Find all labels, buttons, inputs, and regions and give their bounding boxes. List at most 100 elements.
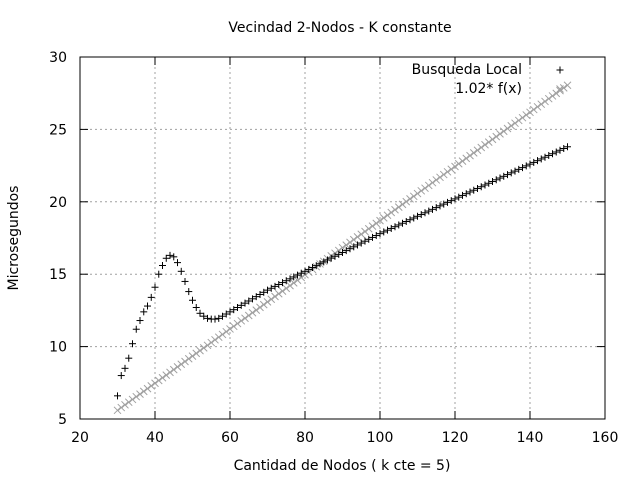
data-point xyxy=(447,165,456,174)
data-point xyxy=(136,390,144,398)
data-point xyxy=(267,284,275,292)
data-point xyxy=(245,297,253,305)
data-point xyxy=(125,354,133,362)
data-point xyxy=(151,379,159,388)
data-point xyxy=(132,325,140,333)
data-point xyxy=(369,233,376,241)
data-point xyxy=(204,314,211,322)
data-point xyxy=(481,181,489,189)
data-point xyxy=(439,170,448,179)
data-point xyxy=(181,357,189,366)
y-axis-label: Microsegundos xyxy=(6,186,22,291)
data-point xyxy=(489,178,496,186)
data-point xyxy=(155,270,163,278)
data-point xyxy=(256,303,264,312)
data-point xyxy=(387,208,396,217)
data-point xyxy=(263,298,272,306)
data-point xyxy=(376,216,384,225)
data-point xyxy=(556,86,564,95)
data-point xyxy=(361,237,369,245)
data-point xyxy=(436,173,444,182)
data-point xyxy=(185,288,193,296)
data-point xyxy=(548,92,557,100)
data-point xyxy=(188,352,197,361)
data-point xyxy=(514,116,523,125)
data-point xyxy=(522,111,531,119)
y-tick-label: 20 xyxy=(49,195,67,211)
data-point xyxy=(496,130,504,138)
data-point xyxy=(249,295,256,303)
x-tick-label: 140 xyxy=(517,430,544,446)
data-point xyxy=(485,179,493,187)
data-point xyxy=(169,365,178,374)
data-point xyxy=(129,340,136,348)
data-point xyxy=(444,198,451,206)
x-axis-label: Cantidad de Nodos ( k cte = 5) xyxy=(234,458,451,474)
data-point xyxy=(290,273,298,281)
data-point xyxy=(383,211,392,220)
data-point xyxy=(264,286,271,294)
series-layer xyxy=(113,81,572,415)
data-point xyxy=(279,279,286,287)
data-point xyxy=(177,267,185,275)
data-point xyxy=(395,221,403,229)
data-point xyxy=(215,314,223,322)
data-point xyxy=(121,364,129,372)
data-point xyxy=(361,227,369,236)
data-point xyxy=(481,140,489,149)
data-point xyxy=(173,363,182,371)
data-point xyxy=(394,203,403,212)
data-point xyxy=(409,192,418,201)
data-point xyxy=(462,190,470,198)
data-point xyxy=(278,287,287,295)
data-point xyxy=(399,219,406,227)
data-point xyxy=(203,341,212,350)
data-point xyxy=(286,281,294,290)
data-point xyxy=(132,392,141,401)
data-point xyxy=(563,81,572,90)
data-point xyxy=(252,293,260,301)
data-point xyxy=(196,346,204,355)
data-point xyxy=(417,186,426,195)
chart-title: Vecindad 2-Nodos - K constante xyxy=(228,20,451,36)
data-point xyxy=(151,283,159,291)
data-point xyxy=(353,232,362,241)
data-point xyxy=(267,295,276,304)
data-point xyxy=(503,124,512,133)
data-point xyxy=(350,243,358,251)
data-point xyxy=(421,184,429,193)
x-tick-label: 120 xyxy=(442,430,469,446)
data-point xyxy=(342,247,350,255)
data-point xyxy=(136,317,144,325)
data-point xyxy=(492,176,500,184)
x-tick-label: 20 xyxy=(71,430,89,446)
data-point xyxy=(316,260,324,268)
data-point xyxy=(139,387,148,396)
data-point xyxy=(177,360,186,369)
data-point xyxy=(484,138,493,146)
data-point xyxy=(380,228,388,236)
data-point xyxy=(192,349,201,358)
data-point xyxy=(499,127,508,136)
data-point xyxy=(244,311,253,320)
data-point xyxy=(436,202,444,210)
x-tick-label: 40 xyxy=(146,430,164,446)
data-point xyxy=(526,108,534,117)
data-point xyxy=(158,373,167,382)
data-point xyxy=(211,335,219,344)
data-point xyxy=(275,280,283,288)
plot-frame xyxy=(79,56,606,420)
data-point xyxy=(338,243,347,252)
data-point xyxy=(451,162,459,171)
data-point xyxy=(286,275,294,283)
data-point xyxy=(534,157,541,165)
data-point xyxy=(466,188,474,196)
data-point xyxy=(354,241,361,249)
data-point xyxy=(147,293,155,301)
y-tick-label: 10 xyxy=(49,340,67,356)
data-point xyxy=(222,310,230,318)
data-point xyxy=(488,135,497,144)
data-point xyxy=(260,288,268,296)
legend-markers xyxy=(556,66,564,93)
data-point xyxy=(219,312,226,320)
